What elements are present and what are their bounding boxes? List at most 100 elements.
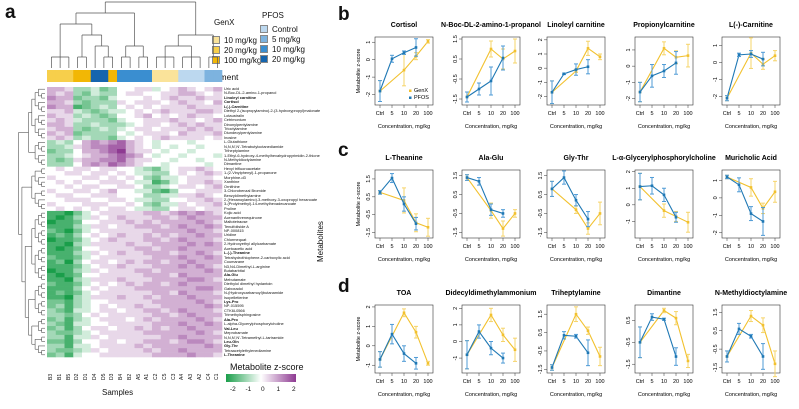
heatmap-cell	[117, 233, 127, 238]
heatmap-cell	[47, 237, 57, 243]
heatmap-cell	[117, 131, 127, 136]
heatmap-cell	[204, 255, 214, 260]
y-tick-label: 2	[366, 305, 372, 308]
heatmap-cell	[152, 206, 162, 212]
heatmap-cell	[125, 91, 135, 97]
x-tick-label: 100	[423, 379, 432, 385]
chart-title: Muricholic Acid	[725, 155, 777, 162]
x-tick-label: 100	[683, 379, 692, 385]
genx-point	[761, 323, 765, 327]
heatmap-cell	[143, 277, 153, 283]
heatmap-cell	[195, 144, 205, 150]
heatmap-cell	[73, 308, 83, 314]
heatmap-cell	[117, 290, 127, 296]
heatmap-cell	[213, 157, 223, 163]
heatmap-cell	[178, 122, 188, 128]
heatmap-cell	[117, 308, 127, 314]
heatmap-cell	[187, 95, 197, 101]
x-tick-label: 5	[650, 379, 653, 385]
heatmap-cell	[178, 144, 188, 150]
heatmap-cell	[143, 166, 153, 172]
heatmap-cell	[152, 179, 162, 185]
heatmap-cell	[213, 166, 223, 172]
heatmap-cell	[152, 259, 162, 265]
heatmap-cell	[204, 197, 214, 203]
pfos-point	[662, 69, 666, 73]
heatmap-cell	[64, 140, 74, 145]
heatmap-cell	[99, 87, 109, 92]
legend-item-label: 5 mg/kg	[272, 34, 301, 44]
heatmap-cell	[55, 290, 65, 296]
heatmap-cell	[187, 104, 197, 110]
heatmap-cell	[204, 339, 214, 345]
heatmap-cell	[204, 290, 214, 296]
row-label: Proline	[224, 205, 237, 211]
heatmap-cell	[125, 272, 135, 278]
heatmap-cell	[108, 144, 118, 150]
row-label: Xanthine	[224, 179, 240, 185]
x-tick-label: 20	[413, 244, 419, 250]
x-tick-label: 5	[477, 244, 480, 250]
heatmap-cell	[143, 330, 153, 336]
heatmap-cell	[160, 228, 170, 234]
heatmap-cell	[169, 241, 179, 247]
heatmap-cell	[90, 171, 100, 176]
colorbar-ticks: -2 -1 0 1 2	[226, 384, 296, 396]
heatmap-cell	[125, 131, 135, 136]
heatmap-cell	[187, 109, 197, 114]
heatmap-cell	[108, 117, 118, 123]
heatmap-cell	[117, 109, 127, 114]
heatmap-cell	[64, 264, 74, 269]
heatmap-cell	[152, 330, 162, 336]
heatmap-cell	[143, 348, 153, 353]
heatmap-cell	[82, 303, 92, 309]
heatmap-cell	[47, 131, 57, 136]
heatmap-cell	[117, 206, 127, 212]
heatmap-cell	[160, 255, 170, 260]
heatmap-cell	[160, 157, 170, 163]
pfos-line	[726, 328, 764, 357]
heatmap-cell	[152, 95, 162, 101]
heatmap-cell	[117, 144, 127, 150]
heatmap-cell	[213, 95, 223, 101]
colorbar	[226, 374, 296, 382]
pfos-line	[466, 330, 504, 359]
x-tick-label: Ctrl	[636, 379, 645, 385]
heatmap-cell	[178, 166, 188, 172]
heatmap-cell	[152, 210, 162, 216]
heatmap-cell	[108, 126, 118, 132]
heatmap-cell	[117, 184, 127, 190]
genx-point	[402, 311, 406, 315]
row-label: CTK6L0566	[224, 307, 245, 313]
heatmap-cell	[178, 295, 188, 300]
heatmap-cell	[187, 295, 197, 300]
heatmap-cell	[73, 117, 83, 123]
heatmap-cell	[117, 334, 127, 340]
heatmap-cell	[99, 277, 109, 283]
legend-swatch	[212, 46, 220, 54]
y-tick-label: 0	[538, 67, 544, 70]
heatmap-cell	[64, 339, 74, 345]
heatmap-cell	[64, 286, 74, 291]
x-tick-label: Ctrl	[723, 244, 732, 250]
heatmap-cell	[55, 272, 65, 278]
pfos-point	[725, 96, 729, 100]
heatmap-cell	[64, 171, 74, 176]
heatmap-cell	[195, 175, 205, 181]
heatmap-cell	[82, 131, 92, 136]
heatmap-cell	[169, 268, 179, 274]
treatment-bar-cell	[99, 70, 109, 82]
heatmap-cell	[99, 295, 109, 300]
treatment-bar-cell	[73, 70, 83, 82]
heatmap-cell	[178, 326, 188, 331]
x-axis-label: Concentration, mg/kg	[465, 124, 517, 130]
heatmap-cell	[204, 299, 214, 305]
heatmap-cell	[108, 330, 118, 336]
heatmap-cell	[64, 135, 74, 141]
heatmap-cell	[187, 299, 197, 305]
heatmap-cell	[143, 317, 153, 322]
heatmap-cell	[160, 144, 170, 150]
y-tick-label: -0.5	[453, 74, 459, 83]
heatmap-cell	[134, 117, 144, 123]
heatmap-cell	[90, 95, 100, 101]
